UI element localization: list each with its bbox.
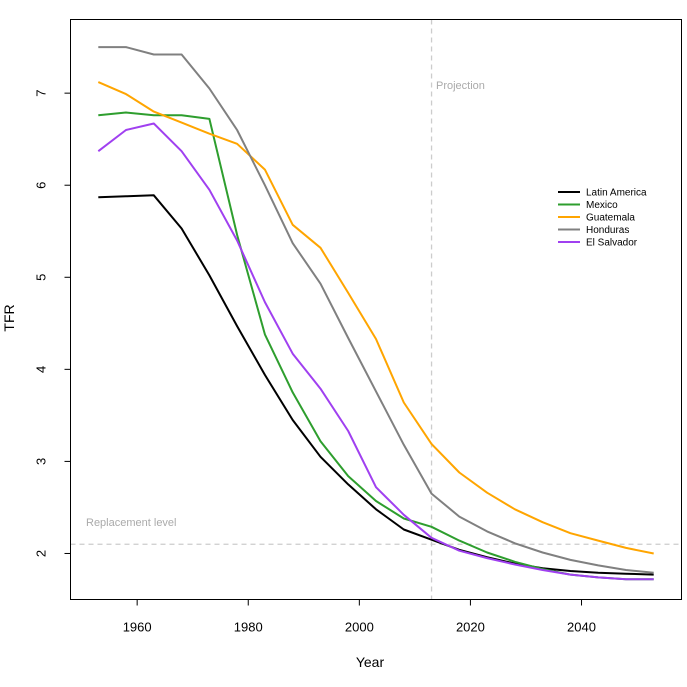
legend-label-honduras: Honduras [586,225,629,236]
x-tick-label: 2040 [567,620,596,635]
x-axis-label: Year [356,654,385,670]
y-tick-label: 3 [34,458,49,465]
reference-lines [70,19,682,600]
plot-frame [70,19,682,600]
legend-label-el-salvador: El Salvador [586,238,638,249]
y-tick-label: 6 [34,182,49,189]
x-tick-label: 2020 [456,620,485,635]
x-tick-label: 1960 [123,620,152,635]
legend-label-guatemala: Guatemala [586,213,635,224]
projection-label: Projection [436,80,485,92]
series-line-latin-america [98,194,654,576]
x-tick-label: 2000 [345,620,374,635]
y-axis-label: TFR [1,304,17,331]
y-tick-label: 2 [34,550,49,557]
series-line-guatemala [97,81,654,555]
y-tick-label: 5 [34,274,49,281]
legend-label-latin-america: Latin America [586,188,647,199]
series-line-honduras [98,46,654,574]
x-tick-label: 1980 [234,620,263,635]
legend-label-mexico: Mexico [586,200,618,211]
replacement-level-label: Replacement level [86,517,177,529]
series-line-el-salvador [97,122,654,581]
axes: 1960 1980 2000 2020 2040 2 3 4 5 6 7 [34,90,596,635]
y-tick-label: 7 [34,90,49,97]
series-lines [97,46,654,581]
y-tick-label: 4 [34,366,49,373]
